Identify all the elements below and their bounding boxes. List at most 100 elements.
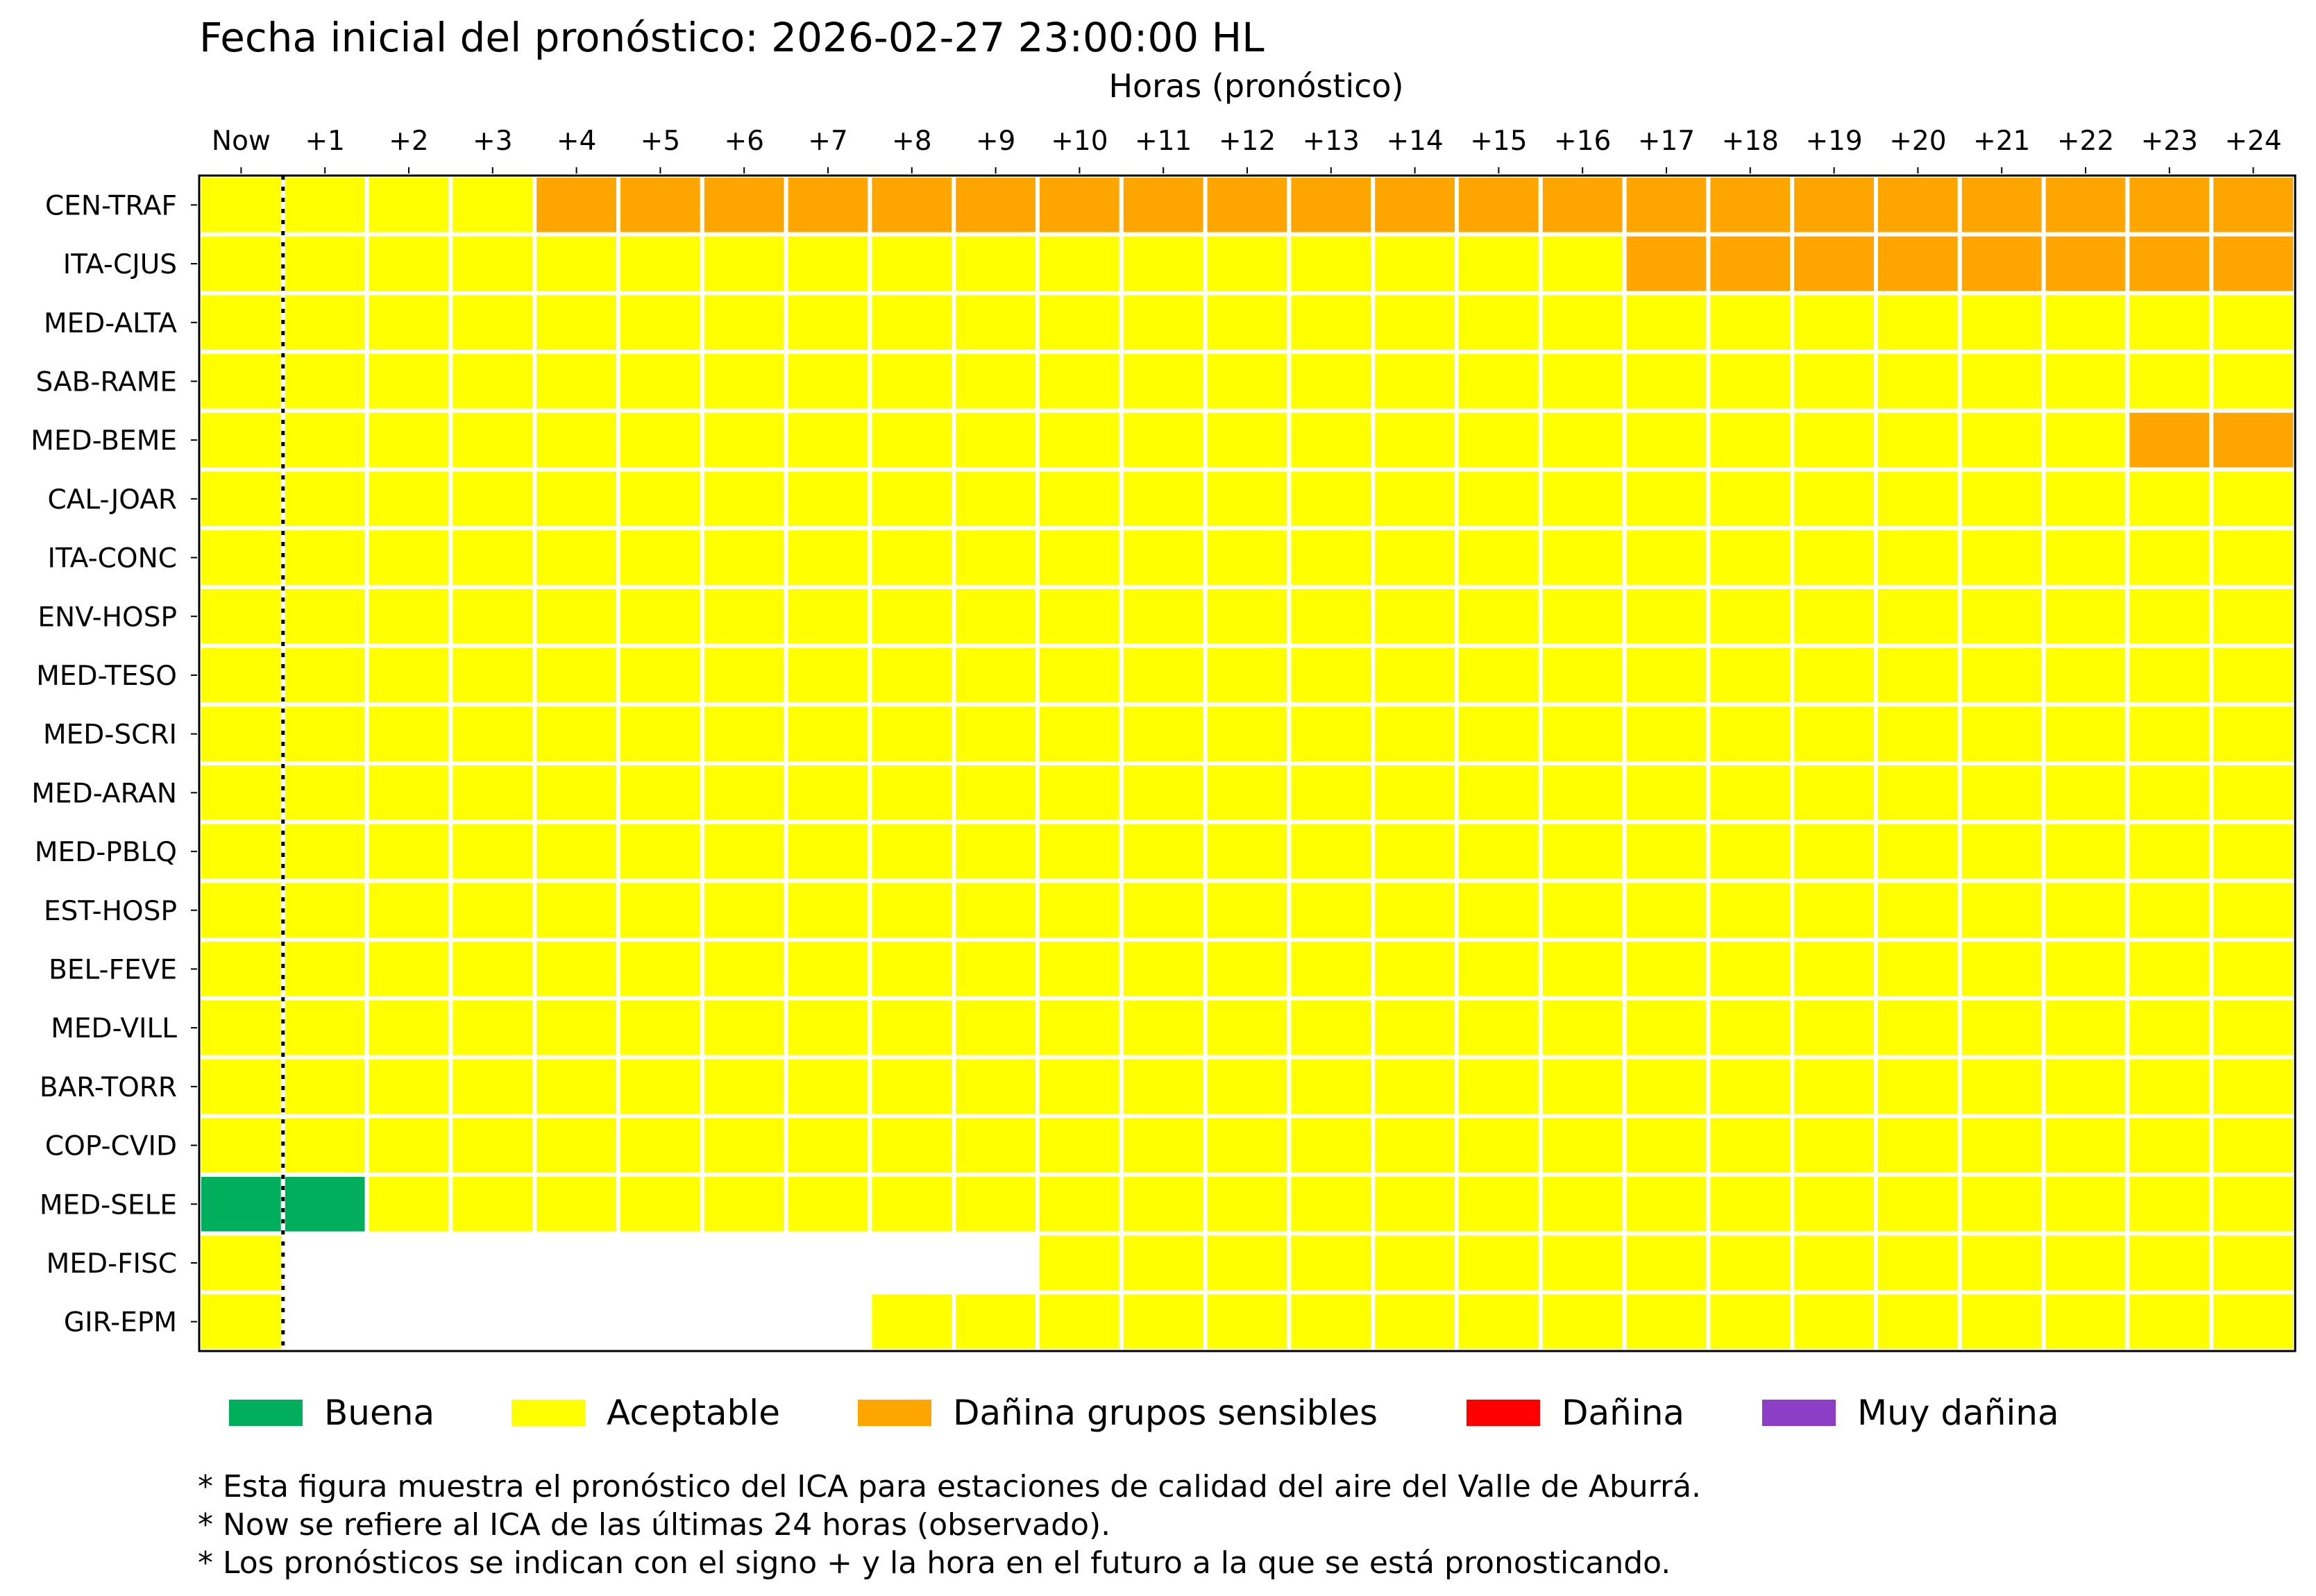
- heatmap-cell: [364, 1172, 453, 1236]
- heatmap-cell: [616, 350, 704, 413]
- heatmap-cell: [1371, 1290, 1459, 1354]
- heatmap-cell: [952, 937, 1040, 1001]
- heatmap-cell: [1790, 643, 1878, 707]
- heatmap-cell: [1957, 996, 2046, 1060]
- heatmap-cell: [364, 702, 453, 765]
- heatmap-cell: [1287, 702, 1376, 765]
- heatmap-cell: [1287, 467, 1376, 531]
- heatmap-cell: [2041, 996, 2130, 1060]
- heatmap-cell: [868, 761, 956, 824]
- heatmap-cell: [1287, 408, 1376, 472]
- heatmap-cell: [1203, 643, 1292, 707]
- row-tick-label: GIR-EPM: [64, 1307, 177, 1339]
- column-tick-label: +14: [1386, 126, 1443, 157]
- heatmap-cell: [448, 408, 537, 472]
- heatmap-cell: [1371, 878, 1459, 942]
- heatmap-cell: [1622, 937, 1711, 1001]
- heatmap-cell: [1706, 820, 1795, 883]
- heatmap-cell: [1371, 584, 1459, 648]
- heatmap-cell: [1790, 291, 1878, 355]
- heatmap-cell: [1874, 937, 1962, 1001]
- heatmap-cell: [1706, 467, 1795, 531]
- heatmap-cell: [1119, 584, 1208, 648]
- heatmap-cell: [1455, 937, 1543, 1001]
- heatmap-cell: [280, 1055, 369, 1119]
- heatmap-cell: [1957, 408, 2046, 472]
- heatmap-cell: [952, 526, 1040, 589]
- heatmap-cell: [1538, 584, 1627, 648]
- heatmap-cell: [280, 643, 369, 707]
- heatmap-cell: [1203, 1114, 1292, 1177]
- heatmap-cell: [616, 232, 704, 296]
- heatmap-cell: [1790, 1055, 1878, 1119]
- heatmap-cell: [1119, 878, 1208, 942]
- heatmap-cell: [1957, 584, 2046, 648]
- row-tick-label: EST-HOSP: [44, 896, 177, 927]
- heatmap-cell: [1538, 1055, 1627, 1119]
- heatmap-cell: [1287, 584, 1376, 648]
- heatmap-cell: [1790, 467, 1878, 531]
- heatmap-cell: [952, 1114, 1040, 1177]
- heatmap-cell: [784, 878, 872, 942]
- heatmap-cell: [700, 173, 788, 237]
- row-tick-label: ITA-CJUS: [63, 249, 177, 280]
- heatmap-cell: [616, 937, 704, 1001]
- heatmap-cell: [2125, 1231, 2214, 1295]
- heatmap-cell: [2125, 526, 2214, 589]
- heatmap-cell: [1790, 408, 1878, 472]
- column-tick-label: +17: [1638, 126, 1695, 157]
- heatmap-cell: [1203, 937, 1292, 1001]
- heatmap-cell: [1203, 878, 1292, 942]
- heatmap-cell: [700, 820, 788, 883]
- heatmap-cell: [1874, 350, 1962, 413]
- heatmap-cell: [1622, 1290, 1711, 1354]
- heatmap-cell: [448, 702, 537, 765]
- heatmap-cell: [1119, 350, 1208, 413]
- heatmap-cell: [197, 937, 285, 1001]
- heatmap-cell: [700, 291, 788, 355]
- heatmap-cell: [2209, 1055, 2297, 1119]
- heatmap-cell: [784, 643, 872, 707]
- heatmap-cell: [1622, 350, 1711, 413]
- heatmap-cell: [1036, 643, 1124, 707]
- heatmap-cell: [1036, 1290, 1124, 1354]
- legend-swatch: [1466, 1400, 1540, 1426]
- heatmap-cell: [1119, 761, 1208, 824]
- heatmap-cell: [1455, 232, 1543, 296]
- heatmap-cell: [868, 996, 956, 1060]
- legend-label: Buena: [324, 1393, 434, 1433]
- footnotes: * Esta figura muestra el pronóstico del …: [198, 1469, 1701, 1581]
- heatmap-cell: [197, 1114, 285, 1177]
- heatmap-cell: [1538, 291, 1627, 355]
- heatmap-cell: [280, 996, 369, 1060]
- heatmap-cell: [1790, 937, 1878, 1001]
- row-tick-label: MED-PBLQ: [35, 837, 177, 868]
- heatmap-cell: [2125, 761, 2214, 824]
- heatmap-cell: [1874, 761, 1962, 824]
- heatmap-cell: [364, 467, 453, 531]
- heatmap-cell: [1706, 996, 1795, 1060]
- heatmap-cell: [1622, 702, 1711, 765]
- heatmap-cell: [2209, 350, 2297, 413]
- heatmap-cell: [1036, 1114, 1124, 1177]
- heatmap-cell: [1203, 232, 1292, 296]
- heatmap-cell: [1371, 643, 1459, 707]
- heatmap-cell: [700, 937, 788, 1001]
- heatmap-cell: [1455, 1290, 1543, 1354]
- row-tick-label: CEN-TRAF: [45, 190, 177, 221]
- heatmap-cell: [2209, 526, 2297, 589]
- heatmap-cell: [197, 643, 285, 707]
- heatmap-cell: [532, 643, 621, 707]
- heatmap-cell: [1119, 1055, 1208, 1119]
- heatmap-cell: [280, 761, 369, 824]
- heatmap-cell: [197, 584, 285, 648]
- heatmap-cell: [1455, 584, 1543, 648]
- heatmap-cell: [197, 350, 285, 413]
- heatmap-cell: [1036, 408, 1124, 472]
- heatmap-cell: [1538, 350, 1627, 413]
- heatmap-cell: [1622, 408, 1711, 472]
- row-tick-label: SAB-RAME: [36, 366, 177, 398]
- heatmap-cell: [952, 467, 1040, 531]
- legend-swatch: [229, 1400, 303, 1426]
